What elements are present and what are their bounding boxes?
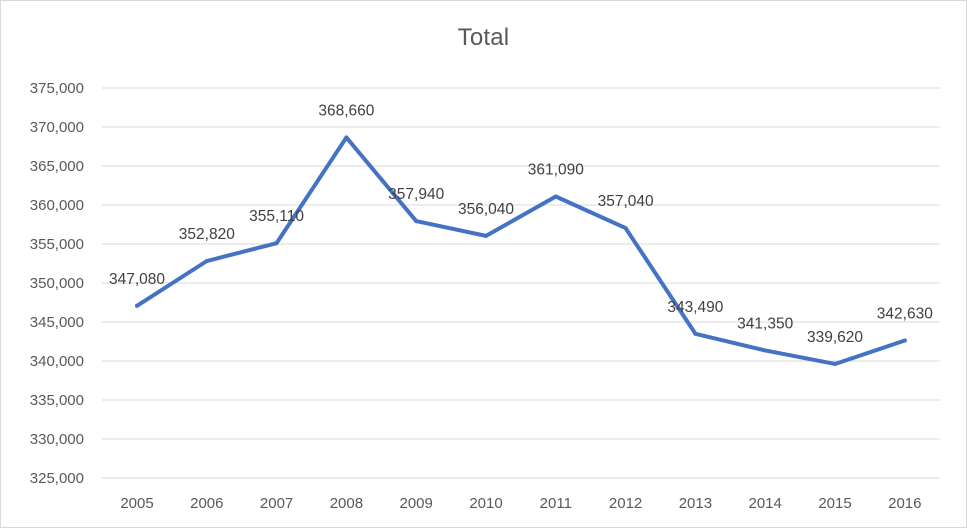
x-tick-label: 2015 [818,495,851,512]
data-point [623,226,628,231]
data-point [902,338,907,343]
data-point [344,135,349,140]
data-label: 343,490 [667,299,723,316]
y-tick-label: 365,000 [30,158,84,175]
data-label: 352,820 [179,226,235,243]
data-label: 339,620 [807,329,863,346]
y-tick-label: 340,000 [30,353,84,370]
data-point [763,348,768,353]
data-label: 341,350 [737,315,793,332]
y-tick-label: 355,000 [30,236,84,253]
y-tick-label: 375,000 [30,80,84,97]
data-label: 368,660 [318,102,374,119]
data-point [484,233,488,238]
x-tick-label: 2006 [190,495,223,512]
data-label: 361,090 [528,161,584,178]
x-tick-label: 2014 [749,495,782,512]
y-tick-label: 330,000 [30,431,84,448]
x-tick-label: 2008 [330,495,363,512]
x-axis-ticks: 2005 2006 2007 2008 2009 2010 2011 2012 2013 2014… [120,495,921,512]
data-label: 356,040 [458,201,514,218]
data-point [135,303,139,308]
y-tick-label: 335,000 [30,392,84,409]
data-point [414,219,419,224]
y-tick-label: 345,000 [30,314,84,331]
y-tick-label: 350,000 [30,275,84,292]
x-tick-label: 2010 [469,495,502,512]
data-label: 347,080 [109,271,165,288]
data-labels: 347,080 352,820 355,110 368,660 357,940 356,0… [109,102,933,346]
gridlines [102,87,940,479]
x-tick-label: 2011 [540,495,572,512]
x-tick-label: 2012 [609,495,642,512]
y-tick-label: 325,000 [30,470,84,487]
data-label: 355,110 [249,208,304,225]
data-point [274,241,279,246]
series-layer [135,135,907,366]
x-tick-label: 2009 [400,495,433,512]
data-label: 357,040 [598,193,654,210]
data-point [553,194,558,199]
y-tick-label: 370,000 [30,119,84,136]
data-point [693,331,698,336]
y-axis-ticks: 325,000 330,000 335,000 340,000 345,000 350,0… [30,80,84,487]
x-tick-label: 2013 [679,495,712,512]
x-tick-label: 2005 [120,495,153,512]
x-tick-label: 2016 [888,495,921,512]
data-point [833,361,837,366]
series-line-total [135,135,907,366]
x-tick-label: 2007 [260,495,293,512]
chart-title: Total [457,24,510,51]
y-tick-label: 360,000 [30,197,84,214]
data-label: 342,630 [877,305,933,322]
data-point [204,259,209,264]
data-label: 357,940 [388,186,444,203]
